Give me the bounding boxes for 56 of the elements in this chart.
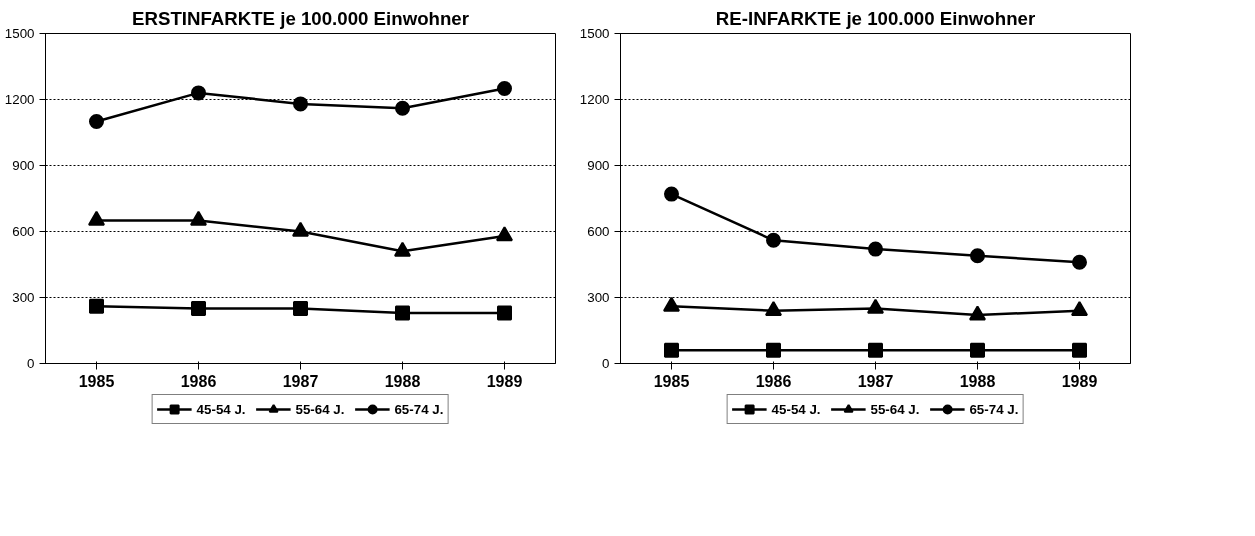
y-tick-label: 1200 — [579, 92, 610, 107]
x-tick-label: 1985 — [78, 372, 115, 390]
y-tick-label: 1500 — [4, 26, 35, 41]
point — [664, 186, 679, 202]
point — [191, 301, 206, 316]
point — [497, 81, 512, 96]
y-tick-label: 900 — [12, 158, 35, 173]
point — [191, 85, 206, 101]
point — [868, 241, 883, 257]
x-tick-label: 1986 — [180, 372, 217, 390]
y-tick-label: 600 — [587, 224, 610, 239]
x-tick-label: 1989 — [1061, 372, 1098, 390]
legend-label: 55-64 J. — [870, 401, 920, 417]
point — [496, 226, 513, 242]
point — [664, 342, 679, 358]
point — [1072, 254, 1087, 270]
legend-label: 65-74 J. — [969, 401, 1019, 417]
point — [766, 232, 781, 248]
point — [293, 301, 308, 316]
point — [970, 342, 985, 358]
point — [1071, 301, 1088, 317]
y-tick-label: 0 — [27, 356, 35, 371]
chart-title: RE-INFARKTE je 100.000 Einwohner — [715, 7, 1036, 29]
y-tick-label: 1500 — [579, 26, 610, 41]
point — [497, 305, 512, 321]
y-tick-label: 900 — [587, 158, 610, 173]
point — [867, 298, 884, 314]
x-tick-label: 1986 — [755, 372, 792, 390]
point — [970, 248, 985, 264]
legend-label: 45-54 J. — [196, 401, 246, 417]
point — [395, 305, 410, 321]
point — [868, 342, 883, 358]
x-tick-label: 1988 — [959, 372, 996, 390]
chart-title: ERSTINFARKTE je 100.000 Einwohner — [132, 7, 469, 29]
x-tick-label: 1987 — [282, 372, 319, 390]
legend-label: 55-64 J. — [295, 401, 345, 417]
point — [663, 296, 680, 312]
legend-label: 45-54 J. — [771, 401, 821, 417]
x-tick-label: 1987 — [857, 372, 894, 390]
y-tick-label: 600 — [12, 224, 35, 239]
x-tick-label: 1985 — [653, 372, 690, 390]
point — [395, 100, 410, 116]
y-tick-label: 0 — [602, 356, 610, 371]
x-tick-label: 1988 — [384, 372, 421, 390]
point — [293, 96, 308, 112]
point — [969, 305, 986, 321]
y-tick-label: 1200 — [4, 92, 35, 107]
point — [89, 298, 104, 314]
legend-label: 65-74 J. — [394, 401, 444, 417]
point — [89, 114, 104, 129]
point — [766, 342, 781, 358]
y-tick-label: 300 — [587, 290, 610, 305]
x-tick-label: 1989 — [486, 372, 523, 390]
point — [765, 301, 782, 317]
y-tick-label: 300 — [12, 290, 35, 305]
point — [1072, 342, 1087, 358]
